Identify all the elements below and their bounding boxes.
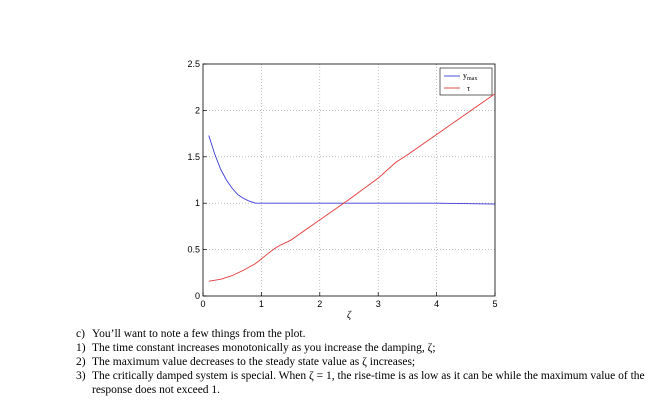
y-tick-label: 2 bbox=[195, 105, 200, 115]
y-tick-label: 0 bbox=[195, 291, 200, 301]
series-lines bbox=[208, 93, 496, 282]
grid bbox=[203, 64, 495, 296]
line-chart: 0 1 2 3 4 5 0 0.5 1 1.5 2 2.5 ζ ymax τ bbox=[187, 59, 497, 321]
note-item: c) You’ll want to note a few things from… bbox=[76, 327, 656, 341]
x-tick-label: 5 bbox=[492, 299, 497, 309]
note-number: 3) bbox=[76, 370, 86, 382]
note-text: You’ll want to note a few things from th… bbox=[92, 328, 306, 340]
note-number: 1) bbox=[76, 342, 86, 354]
y-tick-label: 1 bbox=[195, 198, 200, 208]
tau-series-line bbox=[208, 93, 496, 282]
legend: ymax τ bbox=[439, 67, 493, 96]
y-tick-label: 1.5 bbox=[187, 152, 200, 162]
note-item: 3) The critically damped system is speci… bbox=[76, 369, 656, 397]
x-tick-label: 3 bbox=[376, 299, 381, 309]
axes-box bbox=[202, 63, 496, 297]
note-number: 2) bbox=[76, 356, 86, 368]
x-tick-label: 0 bbox=[200, 299, 205, 309]
note-number: c) bbox=[76, 328, 85, 340]
y-tick-label: 2.5 bbox=[187, 59, 200, 69]
legend-label-ymax: ymax bbox=[463, 71, 477, 82]
note-text: The maximum value decreases to the stead… bbox=[92, 356, 416, 368]
x-tick-label: 1 bbox=[259, 299, 264, 309]
note-item: 1) The time constant increases monotonic… bbox=[76, 341, 656, 355]
x-tick-label: 4 bbox=[434, 299, 439, 309]
tick-labels: 0 1 2 3 4 5 0 0.5 1 1.5 2 2.5 bbox=[187, 59, 497, 309]
notes-list: c) You’ll want to note a few things from… bbox=[76, 327, 656, 397]
note-item: 2) The maximum value decreases to the st… bbox=[76, 355, 656, 369]
note-text: The time constant increases monotonicall… bbox=[92, 342, 436, 354]
legend-box bbox=[439, 67, 493, 96]
note-text: The critically damped system is special.… bbox=[92, 370, 645, 396]
y-tick-label: 0.5 bbox=[187, 245, 200, 255]
legend-label-tau: τ bbox=[467, 84, 471, 93]
x-axis-label: ζ bbox=[347, 310, 352, 321]
x-tick-label: 2 bbox=[317, 299, 322, 309]
ymax-series-line bbox=[208, 135, 496, 205]
